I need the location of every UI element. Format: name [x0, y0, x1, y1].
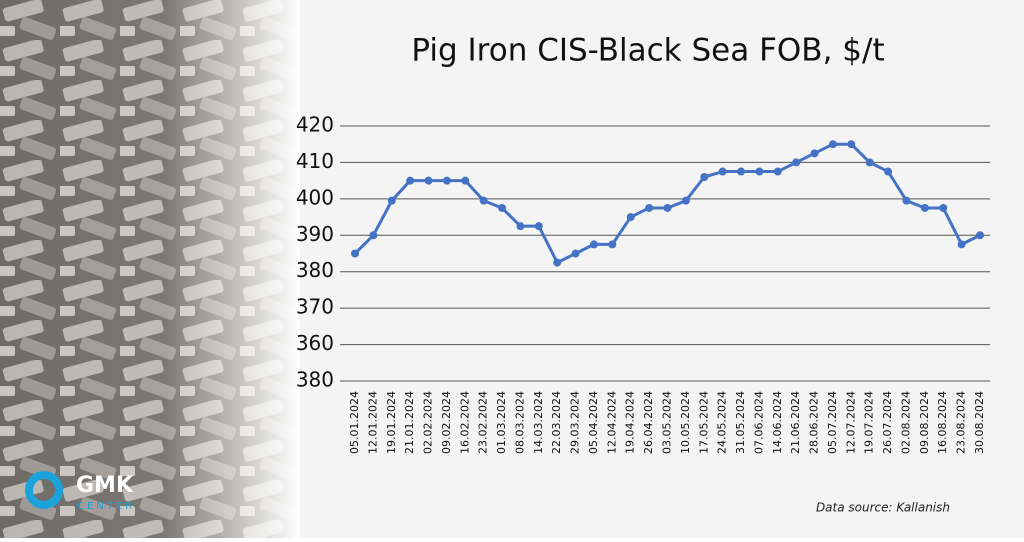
x-tick-label: 07.06.2024 — [752, 391, 765, 454]
x-tick-label: 19.04.2024 — [624, 391, 637, 454]
x-tick-label: 09.08.2024 — [918, 391, 931, 454]
logo-icon — [25, 471, 63, 509]
point — [534, 222, 543, 231]
logo-sub: CENTER — [77, 501, 135, 512]
y-tick-label: 400 — [296, 185, 334, 209]
point — [571, 249, 580, 258]
x-tick-label: 21.06.2024 — [789, 391, 802, 454]
x-tick-label: 26.07.2024 — [881, 391, 894, 454]
x-tick-label: 21.01.2024 — [403, 391, 416, 454]
x-tick-label: 03.05.2024 — [661, 391, 674, 454]
x-tick-label: 02.02.2024 — [422, 391, 435, 454]
point — [939, 203, 948, 212]
x-tick-label: 22.03.2024 — [550, 391, 563, 454]
x-tick-label: 09.02.2024 — [440, 391, 453, 454]
y-tick-label: 420 — [296, 113, 334, 137]
point — [663, 203, 672, 212]
x-tick-label: 05.07.2024 — [826, 391, 839, 454]
x-tick-label: 08.03.2024 — [513, 391, 526, 454]
point — [516, 222, 525, 231]
y-tick-label: 410 — [296, 149, 334, 173]
y-tick-label: 360 — [296, 331, 334, 355]
y-tick-label: 380 — [296, 368, 334, 392]
point — [792, 158, 801, 167]
point — [387, 196, 396, 205]
chart-title: Pig Iron CIS-Black Sea FOB, $/t — [411, 33, 884, 69]
x-tick-label: 12.04.2024 — [605, 391, 618, 454]
point — [608, 240, 617, 249]
point — [810, 149, 819, 158]
point — [865, 158, 874, 167]
point — [369, 231, 378, 240]
x-tick-label: 31.05.2024 — [734, 391, 747, 454]
point — [461, 176, 470, 185]
point — [626, 213, 635, 222]
x-tick-label: 16.02.2024 — [458, 391, 471, 454]
x-tick-label: 24.05.2024 — [716, 391, 729, 454]
x-tick-label: 14.06.2024 — [771, 391, 784, 454]
x-tick-label: 19.01.2024 — [385, 391, 398, 454]
x-tick-label: 01.03.2024 — [495, 391, 508, 454]
point — [498, 203, 507, 212]
x-tick-label: 02.08.2024 — [899, 391, 912, 454]
logo: GMK CENTER — [25, 471, 135, 512]
point — [424, 176, 433, 185]
point — [755, 167, 764, 176]
point — [406, 176, 415, 185]
point — [351, 249, 359, 258]
x-tick-label: 30.08.2024 — [973, 391, 986, 454]
x-tick-label: 26.04.2024 — [642, 391, 655, 454]
y-tick-label: 380 — [296, 258, 334, 282]
x-tick-label: 28.06.2024 — [808, 391, 821, 454]
x-tick-label: 23.02.2024 — [477, 391, 490, 454]
point — [957, 240, 966, 249]
point — [920, 203, 929, 212]
x-tick-label: 29.03.2024 — [569, 391, 582, 454]
point — [589, 240, 598, 249]
y-tick-label: 370 — [296, 295, 334, 319]
x-tick-label: 05.01.2024 — [348, 391, 361, 454]
x-tick-label: 12.07.2024 — [844, 391, 857, 454]
point — [718, 167, 727, 176]
y-tick-label: 390 — [296, 222, 334, 246]
x-tick-label: 23.08.2024 — [955, 391, 968, 454]
x-tick-label: 16.08.2024 — [936, 391, 949, 454]
point — [645, 203, 654, 212]
x-tick-label: 19.07.2024 — [863, 391, 876, 454]
photo-fade — [0, 0, 300, 538]
logo-name: GMK — [76, 473, 134, 498]
x-tick-label: 12.01.2024 — [366, 391, 379, 454]
point — [442, 176, 451, 185]
point — [884, 167, 893, 176]
point — [681, 196, 690, 205]
x-tick-label: 10.05.2024 — [679, 391, 692, 454]
point — [902, 196, 911, 205]
x-tick-label: 17.05.2024 — [697, 391, 710, 454]
point — [847, 140, 856, 149]
point — [479, 196, 488, 205]
point — [828, 140, 837, 149]
point — [700, 173, 709, 181]
point — [976, 231, 984, 240]
source: Data source: Kallanish — [816, 501, 950, 515]
x-tick-label: 05.04.2024 — [587, 391, 600, 454]
point — [737, 167, 746, 176]
point — [773, 167, 782, 176]
x-tick-label: 14.03.2024 — [532, 391, 545, 454]
point — [553, 258, 562, 267]
